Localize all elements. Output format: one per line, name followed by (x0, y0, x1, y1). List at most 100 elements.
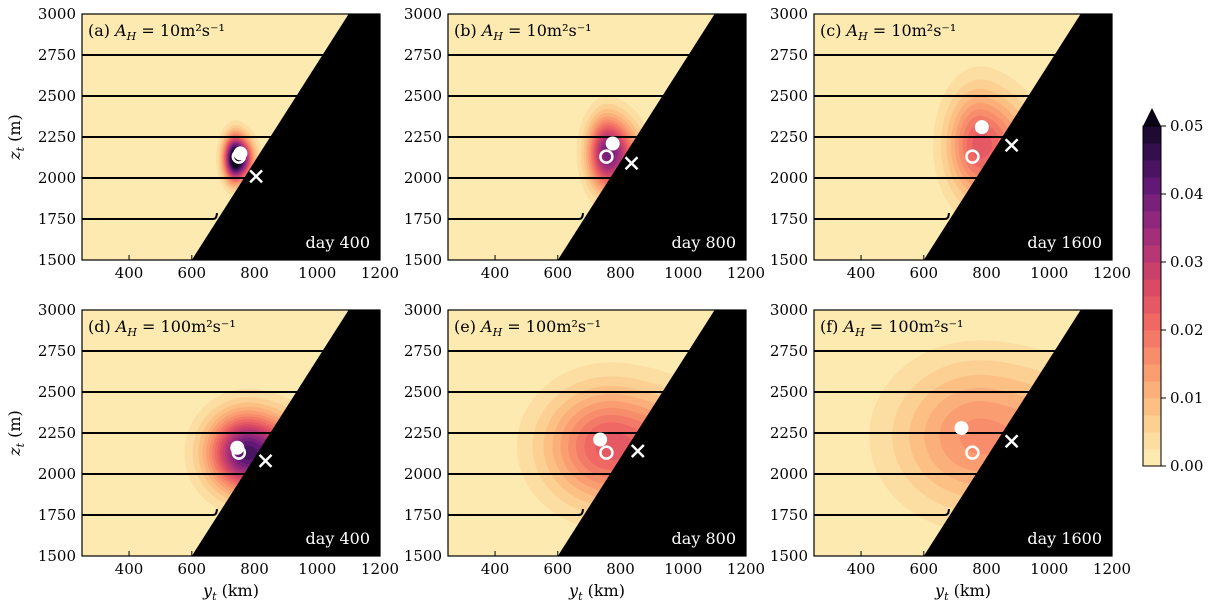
y-tick-label: 2750 (404, 46, 442, 64)
panel-d: 400 600 800 1000 1200 1500 1750 2000 2250 2500 275… (5, 301, 399, 603)
open-circle-marker (599, 445, 614, 460)
colorbar-segment (1143, 330, 1161, 348)
y-tick-label: 1500 (404, 547, 442, 565)
colorbar-segment (1143, 228, 1161, 246)
x-tick-label: 600 (543, 560, 572, 578)
y-tick-label: 3000 (770, 5, 808, 23)
isopycnal-line (82, 508, 218, 516)
x-tick-label: 800 (606, 264, 635, 282)
y-tick-label: 3000 (404, 5, 442, 23)
y-tick-label: 1500 (404, 251, 442, 269)
panel-title: (d) AH = 100m²s⁻¹ (88, 317, 236, 339)
open-circle-marker (599, 149, 614, 164)
x-tick-label: 1200 (1093, 560, 1131, 578)
x-tick-label: 800 (972, 264, 1001, 282)
cross-marker (1004, 434, 1019, 449)
x-tick-label: 400 (481, 560, 510, 578)
x-tick-label: 800 (606, 560, 635, 578)
day-label: day 1600 (1027, 233, 1102, 252)
topography (191, 310, 380, 556)
cross-marker (258, 453, 273, 468)
colorbar-segment (1143, 347, 1161, 365)
x-axis-label: yt (km) (202, 581, 259, 603)
filled-circle-marker (954, 421, 969, 436)
topography (923, 14, 1112, 260)
colorbar-extend-arrow (1143, 108, 1161, 126)
y-tick-label: 2750 (770, 342, 808, 360)
x-axis-label: yt (km) (568, 581, 625, 603)
y-tick-label: 3000 (38, 301, 76, 319)
y-tick-label: 2000 (770, 169, 808, 187)
panel-title: (e) AH = 100m²s⁻¹ (454, 317, 601, 339)
y-tick-label: 2500 (404, 87, 442, 105)
x-tick-label: 1000 (664, 264, 702, 282)
colorbar-segment (1143, 296, 1161, 314)
x-tick-label: 1000 (1030, 264, 1068, 282)
y-tick-label: 2250 (404, 128, 442, 146)
cross-marker (630, 444, 645, 458)
colorbar-tick-label: 0.04 (1170, 185, 1203, 203)
x-tick-label: 1200 (361, 264, 399, 282)
colorbar-segment (1143, 194, 1161, 212)
x-tick-label: 600 (543, 264, 572, 282)
y-tick-label: 2000 (38, 465, 76, 483)
panel-title: (b) AH = 10m²s⁻¹ (454, 21, 592, 43)
panel-e: 400 600 800 1000 1200 1500 1750 2000 2250 2500 275… (404, 301, 765, 603)
isopycnal-line (82, 212, 218, 220)
x-tick-label: 1000 (1030, 560, 1068, 578)
y-tick-label: 2250 (404, 424, 442, 442)
filled-circle-marker (593, 432, 608, 447)
colorbar-segment (1143, 415, 1161, 433)
filled-circle-marker (233, 146, 248, 161)
colorbar-tick-label: 0.01 (1170, 389, 1203, 407)
panel-c: 400 600 800 1000 1200 1500 1750 2000 2250 2500 275… (770, 5, 1131, 282)
topography (557, 14, 746, 260)
day-label: day 400 (306, 233, 370, 252)
y-tick-label: 1500 (770, 547, 808, 565)
colorbar-segment (1143, 279, 1161, 297)
isopycnal-line (814, 212, 950, 220)
y-axis-label: zt (m) (5, 114, 27, 161)
y-tick-label: 2000 (770, 465, 808, 483)
x-tick-label: 1000 (298, 560, 336, 578)
y-tick-label: 1500 (770, 251, 808, 269)
y-tick-label: 2250 (38, 128, 76, 146)
topography (557, 310, 746, 556)
y-tick-label: 3000 (770, 301, 808, 319)
y-tick-label: 2500 (770, 383, 808, 401)
cross-marker (1004, 138, 1019, 153)
topography (923, 310, 1112, 556)
colorbar-segment (1143, 126, 1161, 144)
isopycnal-line (448, 212, 584, 220)
x-tick-label: 400 (847, 560, 876, 578)
x-tick-label: 800 (240, 560, 269, 578)
panel-title: (a) AH = 10m²s⁻¹ (88, 21, 225, 43)
colorbar-segment (1143, 364, 1161, 382)
isopycnal-line (814, 508, 950, 516)
filled-circle-marker (974, 120, 989, 135)
colorbar-segment (1143, 432, 1161, 450)
colorbar-segment (1143, 143, 1161, 161)
y-tick-label: 2250 (770, 128, 808, 146)
x-tick-label: 1200 (1093, 264, 1131, 282)
colorbar-segment (1143, 449, 1161, 467)
x-tick-label: 1000 (298, 264, 336, 282)
y-tick-label: 1750 (770, 506, 808, 524)
panel-title: (f) AH = 100m²s⁻¹ (820, 317, 963, 339)
y-tick-label: 2500 (404, 383, 442, 401)
y-tick-label: 2250 (770, 424, 808, 442)
x-tick-label: 1200 (727, 560, 765, 578)
contour-level (241, 445, 258, 460)
x-tick-label: 400 (115, 560, 144, 578)
day-label: day 800 (672, 233, 736, 252)
open-circle-marker (965, 445, 980, 460)
panel-f: 400 600 800 1000 1200 1500 1750 2000 2250 2500 275… (770, 301, 1131, 603)
colorbar-segment (1143, 160, 1161, 178)
y-tick-label: 3000 (404, 301, 442, 319)
colorbar-segment (1143, 211, 1161, 229)
y-tick-label: 3000 (38, 5, 76, 23)
y-tick-label: 1750 (770, 210, 808, 228)
y-tick-label: 2750 (404, 342, 442, 360)
colorbar-segment (1143, 381, 1161, 399)
